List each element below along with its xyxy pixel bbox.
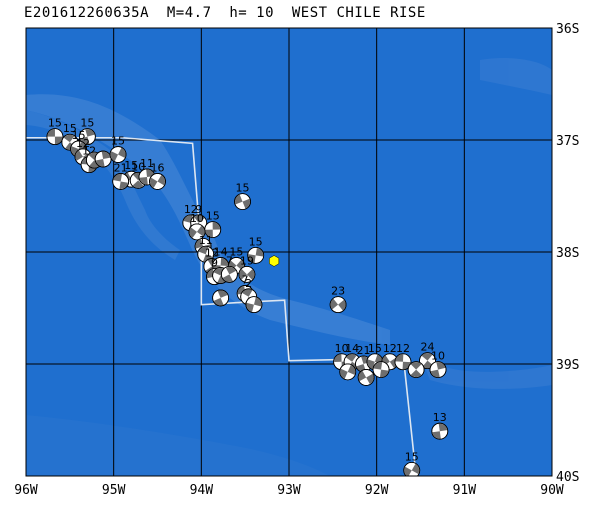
depth-label: 23	[331, 285, 345, 298]
depth-label: 10	[431, 350, 445, 363]
depth-label: 7	[226, 254, 233, 267]
latitude-label: 38S	[556, 246, 579, 261]
longitude-label: 92W	[365, 483, 389, 498]
depth-label: 14	[214, 245, 228, 258]
longitude-label: 96W	[14, 483, 38, 498]
map-frame	[25, 27, 553, 477]
focal-mechanism	[372, 361, 390, 379]
longitude-label: 95W	[102, 483, 126, 498]
focal-mechanism	[407, 361, 425, 379]
latitude-label: 37S	[556, 134, 579, 149]
map-title: E201612260635A M=4.7 h= 10 WEST CHILE RI…	[24, 5, 426, 21]
depth-label: 15	[368, 342, 382, 355]
latitude-label: 36S	[556, 22, 579, 37]
focal-mechanism	[149, 173, 166, 190]
focal-mechanism	[212, 289, 230, 307]
depth-label: 15	[124, 159, 138, 172]
depth-label: 12	[383, 342, 397, 355]
latitude-label: 39S	[556, 358, 579, 373]
depth-label: 12	[184, 203, 198, 216]
depth-label: 10	[335, 342, 349, 355]
longitude-label: 94W	[190, 483, 214, 498]
focal-mechanism	[403, 462, 421, 476]
depth-label: 9	[195, 203, 202, 216]
focal-mechanism	[247, 246, 265, 264]
depth-label: 24	[421, 341, 435, 354]
focal-mechanism	[109, 146, 127, 163]
depth-label: 15	[48, 117, 62, 130]
depth-label: 11	[199, 234, 213, 247]
depth-label: 12	[396, 342, 410, 355]
depth-label: 13	[433, 411, 447, 424]
depth-label: 16	[151, 161, 165, 174]
depth-label: 19	[240, 254, 254, 267]
focal-mechanism	[234, 193, 251, 211]
depth-label: 9	[211, 257, 218, 270]
depth-label: 15	[80, 117, 94, 130]
depth-label: 15	[206, 210, 220, 223]
depth-label: 12	[205, 247, 219, 260]
focal-mechanism	[245, 296, 263, 314]
focal-mechanism	[329, 296, 347, 314]
longitude-label: 90W	[540, 483, 564, 498]
depth-label: 15	[405, 450, 419, 463]
graticule	[26, 28, 552, 476]
depth-label: 15	[249, 235, 263, 248]
focal-mechanism	[46, 128, 64, 146]
epicenter-marker	[269, 255, 280, 267]
depth-label: 11	[140, 157, 154, 170]
focal-mechanism	[94, 150, 112, 168]
focal-mechanism	[339, 363, 357, 381]
depth-label: 15	[72, 129, 86, 142]
depth-label: 12	[76, 137, 90, 150]
focal-mechanism	[429, 361, 447, 379]
focal-mechanism	[112, 173, 130, 190]
focal-mechanism	[78, 128, 96, 146]
focal-mechanism	[357, 369, 375, 386]
depth-label: 15	[63, 122, 77, 135]
focal-mechanism	[431, 422, 449, 440]
longitude-label: 91W	[453, 483, 477, 498]
depth-label: 15	[111, 135, 125, 148]
focal-mechanism	[238, 265, 256, 283]
depth-label: 15	[236, 182, 250, 195]
longitude-label: 93W	[277, 483, 301, 498]
focal-mechanism	[394, 353, 412, 371]
depth-label: 2	[245, 277, 252, 290]
depth-label: 10	[190, 212, 204, 225]
focal-mechanism	[188, 223, 206, 241]
depth-label: 10	[131, 160, 145, 173]
bathymetry-shading	[26, 58, 552, 476]
focal-mechanism	[220, 265, 238, 283]
depth-label: 14	[345, 342, 359, 355]
depth-label: 15	[229, 245, 243, 258]
axis-labels: 96W 95W 94W 93W 92W 91W 90W 36S 37S 38S 39S 40S	[14, 22, 579, 498]
latitude-label: 40S	[556, 470, 579, 485]
depth-label: 21	[357, 344, 371, 357]
depth-label: 7	[242, 273, 249, 286]
depth-label: 21	[114, 161, 128, 174]
